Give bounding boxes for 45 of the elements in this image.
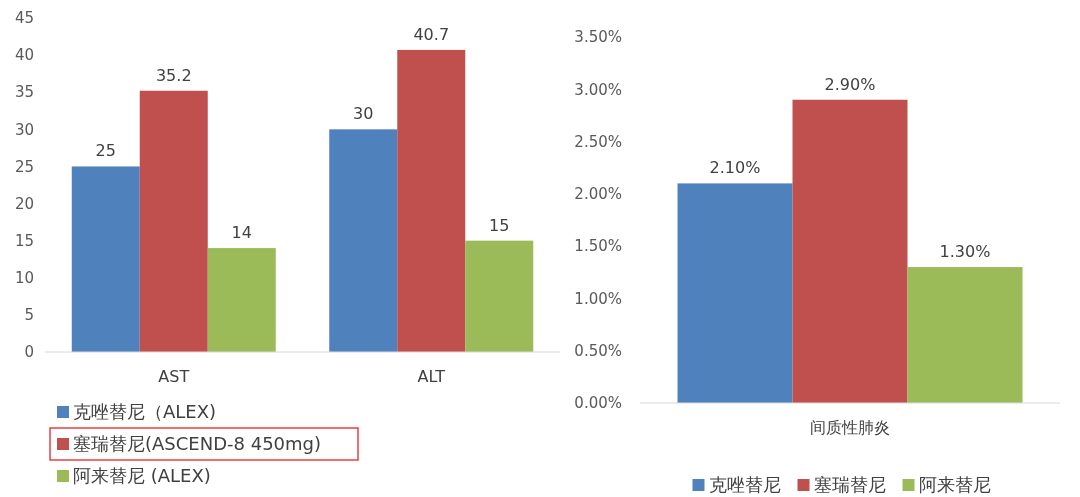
x-tick-label: 间质性肺炎 — [810, 418, 890, 437]
bar — [677, 183, 793, 403]
y-tick-label: 2.50% — [574, 132, 622, 151]
bar — [907, 267, 1023, 403]
y-tick-label: 45 — [14, 9, 34, 28]
legend-label: 阿来替尼 — [918, 474, 991, 496]
y-tick-label: 10 — [14, 269, 34, 288]
bar — [71, 166, 140, 352]
y-tick-label: 0.00% — [574, 394, 622, 413]
data-label: 1.30% — [939, 242, 991, 262]
y-tick-label: 0.50% — [574, 341, 622, 360]
y-tick-label: 3.00% — [574, 80, 622, 99]
data-label: 40.7 — [413, 24, 450, 44]
legend-label: 克唑替尼（ALEX) — [73, 401, 217, 423]
data-label: 2.90% — [824, 74, 876, 94]
bar — [329, 129, 398, 352]
bar — [207, 248, 276, 352]
data-label: 25 — [95, 141, 116, 161]
data-label: 30 — [353, 104, 374, 124]
y-tick-label: 20 — [14, 194, 34, 213]
y-tick-label: 40 — [14, 46, 34, 65]
legend-label: 阿来替尼 (ALEX) — [73, 465, 211, 487]
bar — [139, 90, 208, 352]
y-tick-label: 30 — [14, 120, 34, 139]
x-tick-label: ALT — [417, 367, 446, 386]
bar — [465, 240, 534, 352]
y-tick-label: 35 — [14, 83, 34, 102]
y-tick-label: 25 — [14, 157, 34, 176]
y-tick-label: 1.50% — [574, 237, 622, 256]
y-tick-label: 0 — [24, 343, 34, 362]
data-label: 35.2 — [155, 65, 192, 85]
legend-label: 塞瑞替尼(ASCEND-8 450mg) — [73, 433, 322, 455]
y-tick-label: 5 — [24, 306, 34, 325]
y-tick-label: 1.00% — [574, 289, 622, 308]
x-tick-label: AST — [158, 367, 190, 386]
legend-label: 克唑替尼 — [708, 474, 781, 496]
bar — [397, 49, 466, 352]
bar — [792, 99, 908, 403]
data-label: 14 — [231, 223, 252, 243]
data-label: 2.10% — [709, 158, 761, 178]
legend-label: 塞瑞替尼 — [813, 474, 886, 496]
y-tick-label: 15 — [14, 231, 34, 250]
y-tick-label: 2.00% — [574, 185, 622, 204]
data-label: 15 — [489, 215, 510, 235]
y-tick-label: 3.50% — [574, 28, 622, 47]
